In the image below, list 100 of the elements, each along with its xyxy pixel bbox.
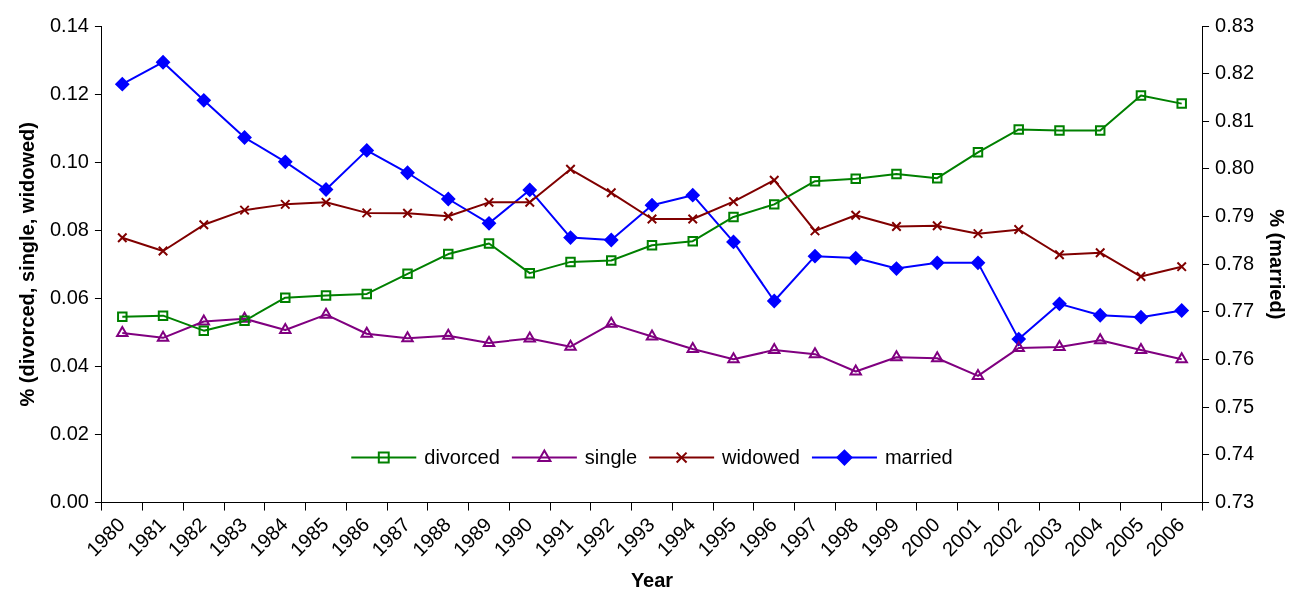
point [728,196,739,207]
y2-tick-label: 0.77 [1215,299,1255,322]
point [280,199,291,210]
y-tick-label: 0.12 [49,81,89,104]
point [1133,310,1148,325]
point [524,267,535,279]
x-axis-title: Year [630,568,674,591]
point [443,248,454,260]
point [807,249,822,264]
point [605,316,618,328]
point [606,255,617,266]
point [726,234,741,249]
y-axis-title: % (divorced, single, widowed) [15,122,38,407]
point [889,261,904,276]
point [1174,303,1189,318]
point [319,182,334,197]
y-tick-label: 0.02 [49,422,89,444]
point [1094,125,1106,136]
point [280,292,291,303]
point [237,130,252,145]
point [1013,124,1024,135]
point [931,172,943,184]
point [564,339,577,351]
point [1135,90,1147,101]
point [400,165,415,180]
point [441,191,456,206]
point [115,77,130,92]
y2-tick-label: 0.73 [1215,490,1255,513]
point [1053,340,1066,351]
point [563,230,578,245]
point [1134,343,1148,355]
point [483,238,495,249]
point [401,331,414,343]
legend-label: married [884,446,953,469]
point [482,335,496,347]
y2-tick-label: 0.74 [1215,442,1255,465]
point [809,225,821,237]
point [278,154,293,169]
point [319,307,333,319]
point [523,331,536,343]
point [239,204,250,216]
y-tick-label: 0.10 [49,149,89,172]
point [483,197,495,208]
point [1054,249,1065,260]
point [849,364,862,376]
point [238,311,251,323]
point [850,173,861,185]
point [769,174,780,186]
point [971,368,985,380]
point [728,211,739,223]
point [565,256,576,268]
y2-tick-label: 0.75 [1215,394,1255,417]
y2-tick-label: 0.83 [1215,13,1255,36]
point [646,213,658,225]
y-tick-label: 0.08 [49,217,89,240]
y2-tick-label: 0.80 [1215,156,1255,179]
point [972,228,984,239]
y2-tick-label: 0.76 [1215,347,1255,370]
point [891,221,902,232]
point [685,188,700,203]
y-tick-label: 0.00 [49,490,89,513]
point [769,199,780,210]
point [768,343,781,355]
point [1175,352,1188,364]
point [522,182,537,197]
point [197,314,210,326]
point [645,329,659,341]
point [402,268,413,280]
point [1135,271,1147,282]
point [687,213,698,225]
y-tick-label: 0.14 [49,13,89,36]
point [1093,308,1108,323]
y2-tick-label: 0.79 [1215,204,1255,227]
point [482,216,497,231]
point [646,239,658,251]
point [645,198,659,213]
point [279,322,292,334]
point [156,330,170,342]
point [727,352,740,364]
point [196,93,211,108]
point [402,207,413,219]
point [117,311,128,322]
point [442,328,455,340]
point [809,175,821,187]
y-tick-label: 0.06 [49,285,89,308]
point [320,197,332,208]
point [1052,296,1067,311]
point [1094,333,1107,345]
point [972,147,984,158]
point [157,310,169,321]
point [686,342,699,354]
point [320,290,332,301]
point [604,232,619,247]
point [606,187,617,199]
point [524,197,535,208]
y2-tick-label: 0.82 [1215,61,1255,84]
point [1054,125,1065,136]
point [156,55,171,70]
point [1094,247,1106,258]
point [359,143,374,158]
